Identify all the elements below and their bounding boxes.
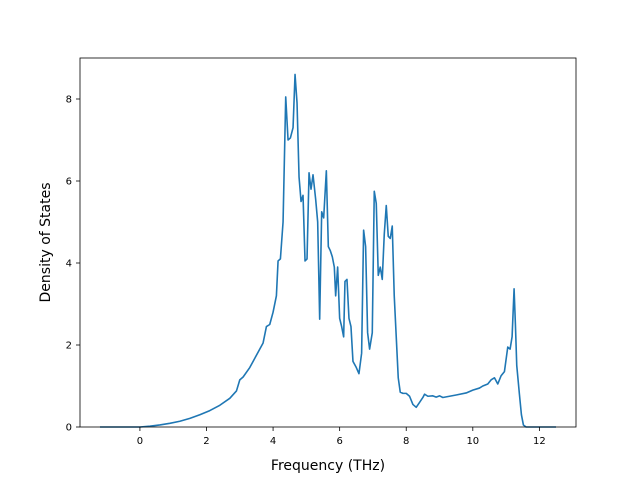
y-tick-label: 0 bbox=[66, 423, 72, 434]
x-tick-label: 4 bbox=[270, 436, 276, 447]
y-tick-label: 4 bbox=[66, 259, 72, 270]
x-axis-label: Frequency (THz) bbox=[271, 458, 385, 474]
plot-area bbox=[99, 73, 557, 428]
x-tick-label: 0 bbox=[137, 436, 143, 447]
y-axis-label: Density of States bbox=[38, 183, 54, 303]
dos-series-line bbox=[99, 73, 557, 428]
y-axis-ticks: 0 2 4 6 8 bbox=[66, 95, 80, 434]
x-tick-label: 10 bbox=[466, 436, 479, 447]
y-tick-label: 2 bbox=[66, 341, 72, 352]
y-tick-label: 8 bbox=[66, 95, 72, 106]
x-tick-label: 6 bbox=[336, 436, 342, 447]
y-tick-label: 6 bbox=[66, 177, 72, 188]
x-tick-label: 2 bbox=[203, 436, 209, 447]
x-tick-label: 12 bbox=[533, 436, 546, 447]
x-tick-label: 8 bbox=[403, 436, 409, 447]
axes-frame bbox=[79, 57, 577, 428]
x-axis-ticks: 0 2 4 6 8 10 12 bbox=[137, 427, 546, 447]
